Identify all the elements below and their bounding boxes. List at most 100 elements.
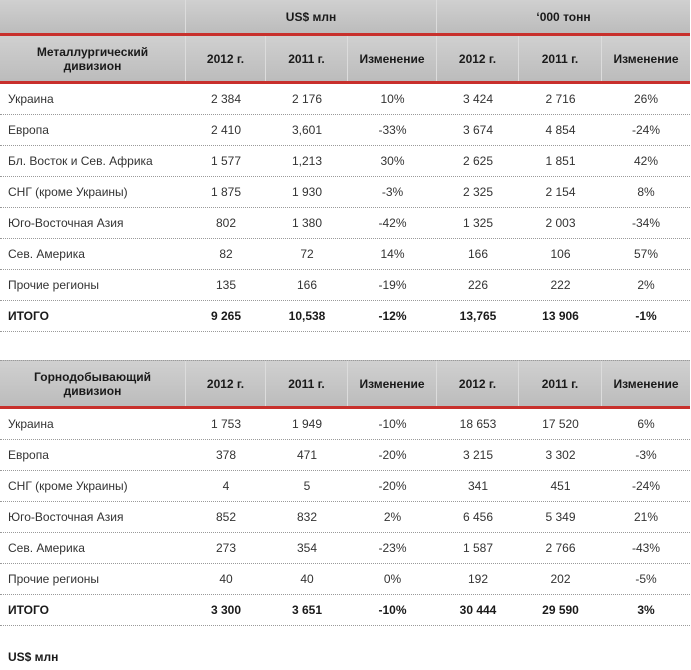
value-cell: 2 766 [545, 541, 576, 555]
value-cell: -5% [635, 572, 657, 586]
value-cell: -19% [378, 278, 407, 292]
value-cell: 378 [215, 448, 237, 462]
value-cell: -23% [378, 541, 407, 555]
region-name: СНГ (кроме Украины) [8, 479, 128, 493]
value-cell: 832 [296, 510, 318, 524]
column-header-row: Металлургический дивизион 2012 г. 2011 г.… [0, 36, 690, 81]
value-cell: 3% [637, 603, 655, 617]
region-name: Сев. Америка [8, 541, 85, 555]
region-name: Сев. Америка [8, 247, 85, 261]
table-row: Европа 2 410 3,601 -33% 3 674 4 854 -24% [0, 115, 690, 146]
division-title-line2: дивизион [63, 383, 122, 398]
col-header: 2011 г. [266, 361, 348, 406]
units-header-tons: ‘000 тонн [536, 9, 591, 24]
division-title: Горнодобывающий дивизион [0, 361, 186, 406]
total-row: ИТОГО 3 300 3 651 -10% 30 444 29 590 3% [0, 595, 690, 626]
value-cell: 1 930 [291, 185, 323, 199]
table-row: Юго-Восточная Азия 852 832 2% 6 456 5 349 21% [0, 502, 690, 533]
value-cell: 1,213 [291, 154, 323, 168]
table-row: Сев. Америка 273 354 -23% 1 587 2 766 -43% [0, 533, 690, 564]
value-cell: 3 424 [462, 92, 494, 106]
value-cell: 166 [296, 278, 318, 292]
table-body: Украина 1 753 1 949 -10% 18 653 17 520 6% Европ… [0, 409, 690, 626]
col-header: Изменение [613, 51, 679, 66]
table-row: Прочие регионы 135 166 -19% 226 222 2% [0, 270, 690, 301]
table-row: СНГ (кроме Украины) 1 875 1 930 -3% 2 325 2 1… [0, 177, 690, 208]
table-body: Украина 2 384 2 176 10% 3 424 2 716 26% Европа 2… [0, 84, 690, 332]
col-header: 2011 г. [519, 361, 602, 406]
value-cell: 226 [467, 278, 489, 292]
value-cell: 13 906 [542, 309, 579, 323]
value-cell: -3% [635, 448, 657, 462]
col-header: 2011 г. [266, 36, 348, 81]
value-cell: 2 154 [545, 185, 576, 199]
value-cell: 30 444 [459, 603, 497, 617]
units-header-row: US$ млн ‘000 тонн [0, 0, 690, 33]
col-header: 2012 г. [437, 36, 519, 81]
col-header: 2012 г. [437, 361, 519, 406]
value-cell: 192 [467, 572, 489, 586]
value-cell: -42% [378, 216, 407, 230]
value-cell: 4 854 [545, 123, 576, 137]
region-name: ИТОГО [8, 309, 49, 323]
value-cell: -24% [631, 479, 660, 493]
value-cell: 2 003 [545, 216, 576, 230]
value-cell: -12% [378, 309, 407, 323]
value-cell: 802 [215, 216, 237, 230]
value-cell: -20% [378, 479, 407, 493]
value-cell: 273 [215, 541, 237, 555]
value-cell: 1 577 [210, 154, 242, 168]
value-cell: 3 300 [210, 603, 242, 617]
value-cell: 9 265 [210, 309, 242, 323]
col-header: Изменение [613, 376, 679, 391]
table-row: Прочие регионы 40 40 0% 192 202 -5% [0, 564, 690, 595]
header-divider [0, 406, 690, 409]
value-cell: 82 [219, 247, 233, 261]
table-row: Бл. Восток и Сев. Африка 1 577 1,213 30% 2 6… [0, 146, 690, 177]
value-cell: 1 325 [462, 216, 494, 230]
col-header: 2012 г. [186, 36, 266, 81]
value-cell: 40 [219, 572, 233, 586]
col-header: Изменение [348, 36, 437, 81]
value-cell: -24% [631, 123, 660, 137]
region-name: Европа [8, 123, 49, 137]
value-cell: 1 753 [210, 417, 242, 431]
value-cell: 2 325 [462, 185, 494, 199]
region-name: Украина [8, 92, 54, 106]
table-row: СНГ (кроме Украины) 4 5 -20% 341 451 -24% [0, 471, 690, 502]
value-cell: 2 384 [210, 92, 242, 106]
value-cell: -33% [378, 123, 407, 137]
value-cell: 106 [550, 247, 571, 261]
header-divider [0, 81, 690, 84]
col-header: 2012 г. [186, 361, 266, 406]
value-cell: 3 674 [462, 123, 494, 137]
value-cell: 471 [296, 448, 318, 462]
total-row: ИТОГО 9 265 10,538 -12% 13,765 13 906 -1% [0, 301, 690, 332]
value-cell: 1 587 [462, 541, 494, 555]
value-cell: 341 [467, 479, 489, 493]
value-cell: 5 349 [545, 510, 576, 524]
division-title-line2: дивизион [63, 58, 122, 73]
units-header-empty [0, 0, 186, 33]
division-title: Металлургический дивизион [0, 36, 186, 81]
value-cell: 202 [550, 572, 571, 586]
value-cell: 10% [380, 92, 405, 106]
value-cell: 2 625 [462, 154, 494, 168]
value-cell: 135 [215, 278, 237, 292]
region-name: Юго-Восточная Азия [8, 216, 124, 230]
region-name: Юго-Восточная Азия [8, 510, 124, 524]
value-cell: 72 [300, 247, 314, 261]
value-cell: -20% [378, 448, 407, 462]
value-cell: 0% [383, 572, 402, 586]
value-cell: -10% [378, 603, 407, 617]
value-cell: 17 520 [542, 417, 579, 431]
value-cell: -1% [635, 309, 657, 323]
value-cell: 6 456 [462, 510, 494, 524]
value-cell: 1 875 [210, 185, 242, 199]
table-row: Юго-Восточная Азия 802 1 380 -42% 1 325 2 003… [0, 208, 690, 239]
units-header-usd: US$ млн [186, 0, 437, 33]
header-divider [0, 33, 690, 36]
region-name: Украина [8, 417, 54, 431]
metallurgical-table: US$ млн ‘000 тонн Металлургический дивизи… [0, 0, 690, 332]
table-row: Украина 1 753 1 949 -10% 18 653 17 520 6% [0, 409, 690, 440]
